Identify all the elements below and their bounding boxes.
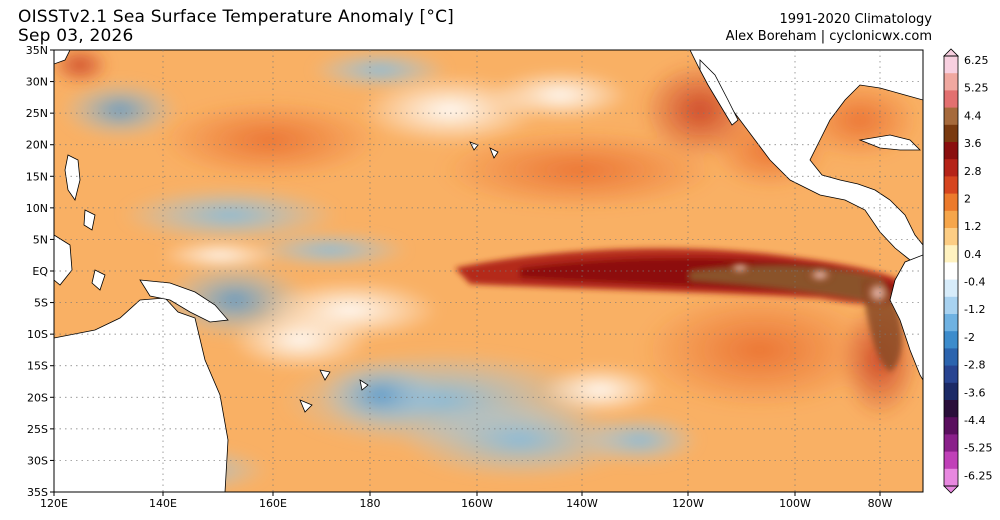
graticule [50,49,923,496]
colorbar-segment [944,331,958,349]
land-masses [54,50,923,492]
colorbar-extend-bottom [943,485,959,494]
map-title: OISSTv2.1 Sea Surface Temperature Anomal… [18,8,454,46]
colorbar-segment [944,400,958,418]
lat-label: 15N [26,170,48,183]
neutral-anomalies [55,70,660,470]
lon-label: 120W [672,497,704,510]
colorbar-segment [944,451,958,470]
lon-label: 140W [566,497,598,510]
colorbar-segment [944,228,958,246]
colorbar-label: 1.2 [964,220,982,233]
colorbar-label: -0.4 [964,276,985,289]
colorbar-segment [944,193,958,212]
colorbar-label: 4.4 [964,109,982,122]
anomaly-field [54,50,923,492]
colorbar-segment [944,382,958,401]
colorbar-label: -2.8 [964,359,985,372]
colorbar-segment [944,176,958,195]
colorbar-frame [943,55,959,487]
colorbar-segment [944,210,958,229]
lon-label: 180 [360,497,381,510]
colorbar-label: -4.4 [964,414,985,427]
colorbar [943,48,959,494]
lon-label: 100W [779,497,811,510]
colorbar-segment [944,107,958,126]
lat-label: 20S [27,391,48,404]
author-credit: Alex Boreham | cyclonicwx.com [725,29,932,44]
lat-label: 5N [33,233,48,246]
colorbar-segment [944,142,958,160]
colorbar-segment [944,56,958,74]
lat-label: 25S [27,423,48,436]
lon-label: 120E [40,497,68,510]
extreme-anomaly-cores [728,262,892,307]
climatology-label: 1991-2020 Climatology [779,12,932,27]
colorbar-segment [944,159,958,177]
lat-label: 35N [26,44,48,57]
colorbar-label: -3.6 [964,386,985,399]
lat-label: 30N [26,76,48,89]
colorbar-segment [944,296,958,315]
colorbar-segment [944,434,958,453]
colorbar-segment [944,279,958,298]
lat-label: EQ [32,265,48,278]
longitude-labels: 120E 140E 160E 180 160W 140W 120W 100W 80W [40,497,893,510]
lat-label: 30S [27,454,48,467]
colorbar-segment [944,124,958,143]
credits: 1991-2020 Climatology Alex Boreham | cyc… [726,11,932,45]
latitude-labels: 35N 30N 25N 20N 15N 10N 5N EQ 5S 10S 15S 20S 25S 30S 3… [26,44,49,499]
lon-label: 140E [149,497,177,510]
colorbar-segment [944,468,958,487]
lat-label: 35S [27,486,48,499]
colorbar-label: 3.6 [964,137,982,150]
colorbar-segment [944,348,958,367]
colorbar-labels: 6.25 5.25 4.4 3.6 2.8 2 1.2 0.4 -0.4 -1.2 -2 -2.8 -3… [964,54,992,482]
lat-label: 10S [27,328,48,341]
title-line-product: OISSTv2.1 Sea Surface Temperature Anomal… [18,7,454,27]
colorbar-extend-top [943,48,959,57]
colorbar-label: -2 [964,331,975,344]
colorbar-label: -6.25 [964,469,992,482]
lon-label: 160E [259,497,287,510]
colorbar-label: 2.8 [964,165,982,178]
lon-label: 160W [461,497,493,510]
colorbar-label: -1.2 [964,303,985,316]
lon-label: 80W [868,497,893,510]
lat-label: 10N [26,202,48,215]
colorbar-segment [944,417,958,435]
lat-label: 25N [26,107,48,120]
lat-label: 5S [34,297,48,310]
colorbar-label: 6.25 [964,54,989,67]
colorbar-label: 0.4 [964,248,982,261]
colorbar-label: 5.25 [964,82,989,95]
colorbar-segment [944,245,958,263]
title-line-date: Sep 03, 2026 [18,26,134,46]
colorbar-segment [944,314,958,332]
lat-label: 15S [27,360,48,373]
colorbar-label: 2 [964,192,971,205]
colorbar-segment [944,262,958,281]
colorbar-segment [944,365,958,384]
colorbar-label: -5.25 [964,442,992,455]
lat-label: 20N [26,139,48,152]
colorbar-segment [944,73,958,91]
colorbar-segment [944,90,958,109]
